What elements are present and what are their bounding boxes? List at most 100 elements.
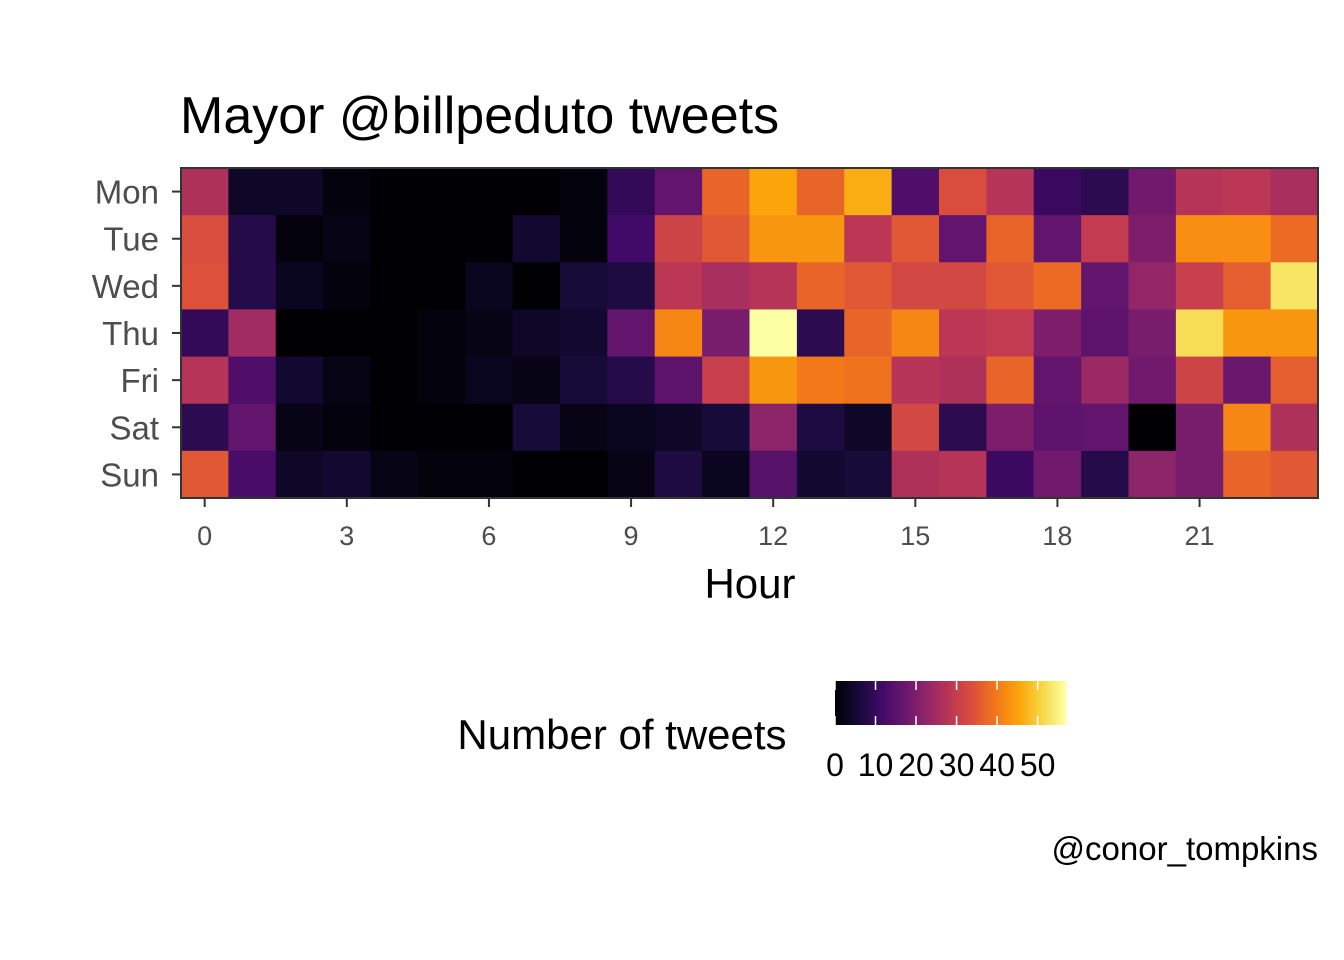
legend-color-step <box>981 681 984 725</box>
heatmap-cell <box>1128 168 1177 216</box>
heatmap-cell <box>749 450 798 499</box>
heatmap-cell <box>1175 262 1224 311</box>
legend-color-step <box>848 681 851 725</box>
heatmap-cell <box>844 450 893 499</box>
heatmap-cell <box>986 168 1035 216</box>
heatmap-cell <box>512 168 561 216</box>
heatmap-cell <box>323 168 372 216</box>
y-axis: Mon Tue Wed Thu Fri Sat Sun <box>92 174 181 493</box>
heatmap-cell <box>512 450 561 499</box>
heatmap-cell <box>560 450 608 499</box>
heatmap-cell <box>844 168 893 216</box>
heatmap-cell <box>654 309 703 358</box>
legend-color-step <box>890 681 894 725</box>
heatmap-cell <box>465 309 514 358</box>
heatmap-cell <box>1175 309 1224 358</box>
y-tick-label: Wed <box>92 268 159 305</box>
heatmap-cell <box>275 262 324 311</box>
heatmap-cell <box>1270 450 1319 499</box>
heatmap-cell <box>275 309 324 358</box>
legend-color-step <box>942 681 946 725</box>
heatmap-cell <box>749 215 798 263</box>
legend-color-step <box>975 681 979 725</box>
heatmap-cell <box>1081 215 1130 263</box>
legend-color-step <box>1002 681 1005 725</box>
legend-color-step <box>1021 681 1025 725</box>
legend-color-step <box>906 681 909 725</box>
heatmap-cell <box>986 356 1035 405</box>
legend-color-step <box>842 681 846 725</box>
legend-tick-label: 40 <box>979 747 1015 783</box>
heatmap-cell <box>654 168 703 216</box>
legend-color-step <box>1017 681 1021 725</box>
legend-color-step <box>927 681 930 725</box>
heatmap-cell <box>796 215 845 263</box>
heatmap-cell <box>1033 309 1082 358</box>
legend-color-step <box>1042 681 1046 725</box>
legend-color-step <box>894 681 898 725</box>
heatmap-cell <box>181 215 229 263</box>
heatmap-cell <box>796 356 845 405</box>
heatmap-cell <box>844 356 893 405</box>
legend-color-step <box>931 681 934 725</box>
legend-color-step <box>883 681 886 725</box>
legend-color-step <box>1044 681 1048 725</box>
heatmap-cell <box>417 450 466 499</box>
legend-color-step <box>912 681 915 725</box>
heatmap-cell <box>228 262 277 311</box>
heatmap-cell <box>560 403 608 452</box>
heatmap-cell <box>749 262 798 311</box>
chart-title: Mayor @billpeduto tweets <box>180 87 779 145</box>
legend-color-step <box>1019 681 1023 725</box>
legend-color-step <box>1004 681 1007 725</box>
legend-color-step <box>840 681 844 725</box>
heatmap-cell <box>654 262 703 311</box>
heatmap-cell <box>986 262 1035 311</box>
heatmap-cell <box>512 403 561 452</box>
legend-color-step <box>886 681 890 725</box>
legend-color-step <box>952 681 955 725</box>
legend-tick-label: 30 <box>939 747 975 783</box>
heatmap-cell <box>181 262 229 311</box>
heatmap-cell <box>796 450 845 499</box>
heatmap-cell <box>891 309 940 358</box>
heatmap-cell <box>891 356 940 405</box>
heatmap-cell <box>1033 403 1082 452</box>
legend-color-step <box>965 681 969 725</box>
legend-color-step <box>885 681 888 725</box>
legend-color-step <box>881 681 884 725</box>
heatmap-cell <box>370 450 419 499</box>
legend-color-step <box>861 681 865 725</box>
legend-color-step <box>921 681 925 725</box>
heatmap-cell <box>939 262 987 311</box>
legend-color-step <box>854 681 857 725</box>
heatmap-cell <box>275 168 324 216</box>
heatmap-cell <box>1128 309 1177 358</box>
legend-color-step <box>967 681 971 725</box>
heatmap-cell <box>275 403 324 452</box>
heatmap-cell <box>465 168 514 216</box>
heatmap-cell <box>1033 215 1082 263</box>
legend-color-step <box>979 681 982 725</box>
legend-color-step <box>971 681 975 725</box>
legend-color-step <box>1029 681 1032 725</box>
heatmap-cell <box>1223 262 1272 311</box>
legend-color-step <box>917 681 921 725</box>
x-tick-label: 6 <box>481 521 496 551</box>
legend-color-step <box>956 681 959 725</box>
heatmap-cell <box>1033 450 1082 499</box>
heatmap-cell <box>702 403 751 452</box>
heatmap-cell <box>1270 168 1319 216</box>
heatmap-cell <box>560 215 608 263</box>
heatmap-cell <box>939 215 987 263</box>
legend-color-step <box>948 681 952 725</box>
heatmap-cell <box>1223 309 1272 358</box>
heatmap-cell <box>796 262 845 311</box>
heatmap-cell <box>1128 215 1177 263</box>
heatmap-cell <box>844 262 893 311</box>
legend-color-step <box>892 681 896 725</box>
heatmap-cell <box>512 309 561 358</box>
legend-color-step <box>954 681 957 725</box>
heatmap-cell <box>323 356 372 405</box>
